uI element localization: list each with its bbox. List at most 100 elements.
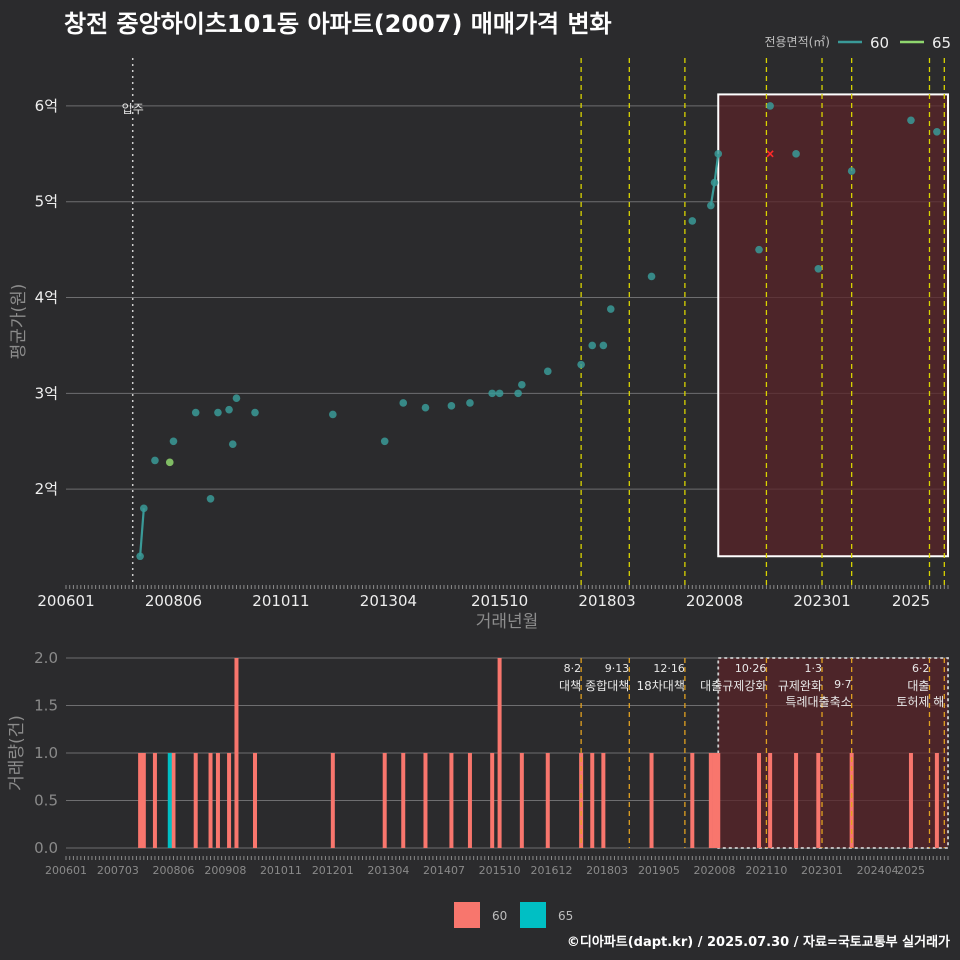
x-axis-title: 거래년월 bbox=[476, 612, 539, 632]
policy-date-label: 9·13 bbox=[605, 662, 630, 675]
bar-legend-key-60 bbox=[454, 902, 480, 928]
policy-name-label: 대출 bbox=[907, 679, 929, 693]
bar-60 bbox=[649, 753, 654, 848]
policy-date-label: 1·3 bbox=[805, 662, 823, 675]
x-tick-label: 2025 bbox=[892, 592, 930, 610]
data-point-60 bbox=[466, 399, 474, 407]
policy-name-label: 18차대책 bbox=[637, 678, 685, 693]
bar-x-tick-label: 201510 bbox=[479, 864, 521, 877]
y-tick-label: 5억 bbox=[35, 193, 58, 211]
bar-60 bbox=[401, 753, 406, 848]
bar-y-tick-label: 1.0 bbox=[34, 744, 58, 762]
data-point-60 bbox=[599, 341, 608, 350]
bar-60 bbox=[382, 753, 387, 848]
data-point-60 bbox=[577, 360, 585, 369]
policy-name-label: 대책 bbox=[559, 678, 581, 693]
bar-y-tick-label: 1.5 bbox=[34, 697, 58, 715]
bar-x-tick-label: 201201 bbox=[312, 864, 354, 877]
bar-y-tick-label: 0.0 bbox=[34, 839, 58, 857]
x-tick-label: 201304 bbox=[360, 592, 417, 610]
legend-label-65: 65 bbox=[932, 34, 951, 52]
legend-title: 전용면적(㎡) bbox=[764, 35, 830, 49]
bar-60 bbox=[330, 753, 335, 848]
data-point-60 bbox=[232, 394, 241, 402]
data-point-60 bbox=[755, 245, 763, 254]
policy-date-label: 9·7 bbox=[834, 678, 852, 691]
data-point-60 bbox=[518, 380, 526, 389]
bar-y-axis-title: 거래량(건) bbox=[7, 715, 27, 791]
data-point-60 bbox=[228, 440, 237, 448]
bar-60 bbox=[849, 753, 854, 848]
data-point-60 bbox=[792, 150, 800, 158]
y-tick-label: 3억 bbox=[35, 384, 58, 402]
x-tick-label: 202008 bbox=[686, 592, 743, 610]
bar-60 bbox=[171, 753, 176, 848]
bar-60 bbox=[138, 753, 143, 848]
data-point-60 bbox=[191, 408, 200, 417]
bar-x-tick-label: 200703 bbox=[97, 864, 139, 877]
chart-title: 창전 중앙하이츠101동 아파트(2007) 매매가격 변화 bbox=[64, 10, 612, 38]
data-point-60 bbox=[714, 150, 723, 158]
bar-60 bbox=[545, 753, 550, 848]
x-tick-label: 202301 bbox=[793, 592, 850, 610]
data-point-60 bbox=[647, 272, 656, 281]
x-tick-label: 201011 bbox=[252, 592, 309, 610]
data-point-60 bbox=[688, 217, 697, 225]
bar-60 bbox=[152, 753, 157, 848]
bar-60 bbox=[423, 753, 428, 848]
data-point-60 bbox=[488, 389, 496, 398]
data-point-60 bbox=[543, 367, 552, 376]
data-point-65 bbox=[165, 458, 174, 467]
bar-x-tick-label: 2025 bbox=[897, 864, 925, 877]
data-point-60 bbox=[329, 410, 337, 419]
data-point-60 bbox=[588, 341, 597, 350]
policy-date-label: 8·2 bbox=[564, 662, 582, 675]
bar-legend-label-60: 60 bbox=[492, 909, 507, 923]
y-tick-label: 6억 bbox=[35, 97, 58, 115]
source-footer: ©디아파트(dapt.kr) / 2025.07.30 / 자료=국토교통부 실… bbox=[566, 935, 950, 950]
max-cross-marker bbox=[766, 150, 774, 158]
bar-x-tick-label: 200806 bbox=[152, 864, 194, 877]
move-in-label: 입주 bbox=[122, 102, 144, 116]
bar-x-tick-label: 201011 bbox=[260, 864, 302, 877]
data-point-60 bbox=[814, 265, 823, 273]
bar-60 bbox=[708, 753, 713, 848]
data-point-60 bbox=[495, 389, 504, 398]
bar-x-tick-label: 202008 bbox=[694, 864, 736, 877]
bar-x-tick-label: 201612 bbox=[530, 864, 572, 877]
bar-60 bbox=[716, 753, 721, 848]
bar-60 bbox=[193, 753, 198, 848]
bar-60 bbox=[794, 753, 799, 848]
data-point-60 bbox=[151, 456, 159, 465]
data-point-60 bbox=[136, 552, 144, 561]
bar-x-tick-label: 200601 bbox=[45, 864, 87, 877]
bar-x-tick-label: 201905 bbox=[638, 864, 680, 877]
policy-name-label: 특례대출축소 bbox=[785, 695, 851, 709]
bar-60 bbox=[590, 753, 595, 848]
data-point-60 bbox=[421, 403, 430, 412]
bar-65 bbox=[167, 753, 172, 848]
data-point-60 bbox=[710, 178, 719, 187]
bar-x-tick-label: 201304 bbox=[367, 864, 409, 877]
bar-60 bbox=[490, 753, 495, 848]
bar-y-tick-label: 2.0 bbox=[34, 649, 58, 667]
bar-60 bbox=[768, 753, 773, 848]
data-point-60 bbox=[514, 389, 522, 398]
x-tick-label: 200601 bbox=[37, 592, 94, 610]
data-point-60 bbox=[140, 504, 148, 513]
bar-60 bbox=[757, 753, 762, 848]
policy-date-label: 6·2 bbox=[912, 662, 930, 675]
bar-x-tick-label: 202404 bbox=[857, 864, 899, 877]
bar-60 bbox=[934, 753, 939, 848]
bar-60 bbox=[712, 753, 717, 848]
policy-date-label: 12·16 bbox=[653, 662, 685, 675]
data-point-60 bbox=[399, 399, 408, 407]
bar-60 bbox=[601, 753, 606, 848]
policy-name-label: 종합대책 bbox=[585, 678, 629, 693]
series-60-line bbox=[139, 508, 145, 557]
bar-60 bbox=[208, 753, 213, 848]
data-point-60 bbox=[766, 102, 774, 110]
bar-60 bbox=[449, 753, 454, 848]
bar-x-tick-label: 202110 bbox=[745, 864, 787, 877]
bar-60 bbox=[579, 753, 584, 848]
